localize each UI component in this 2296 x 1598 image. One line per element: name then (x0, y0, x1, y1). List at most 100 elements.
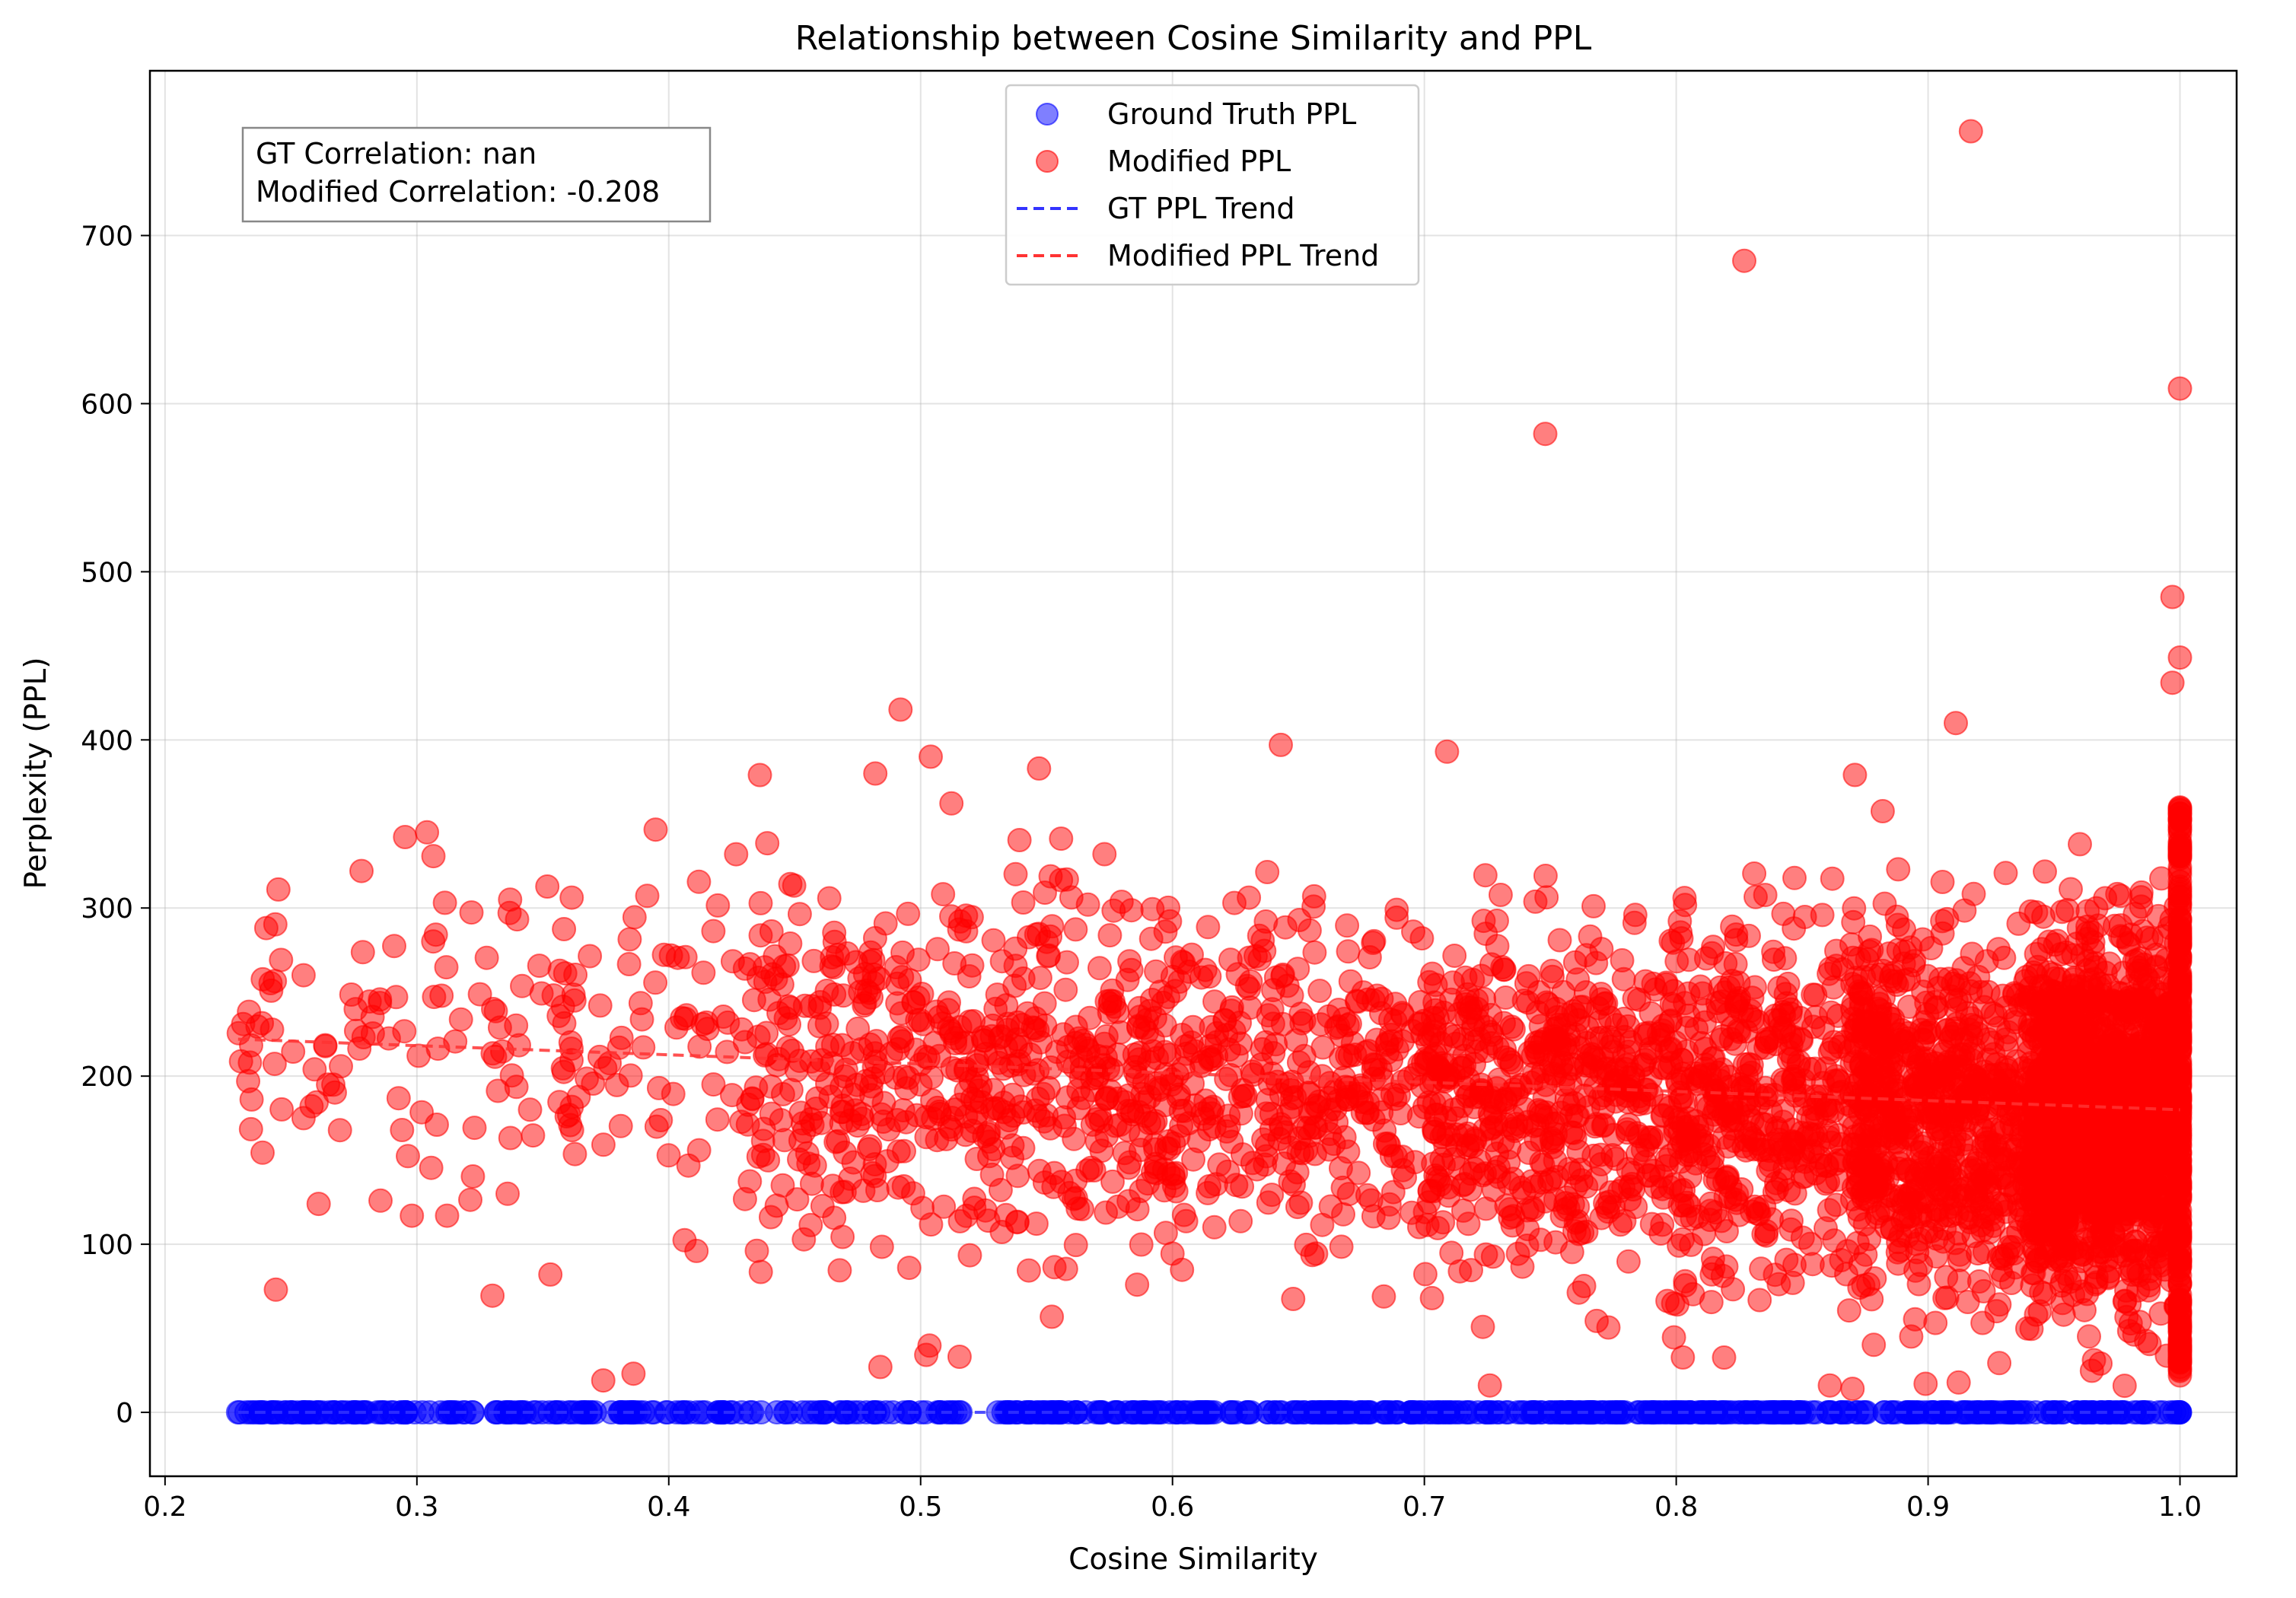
modified-ppl-point (1186, 1128, 1212, 1154)
modified-ppl-point (1852, 1022, 1877, 1047)
modified-ppl-point (1282, 1084, 1307, 1109)
modified-ppl-point (764, 1193, 789, 1218)
modified-ppl-point (1600, 1029, 1626, 1054)
modified-ppl-point (1393, 1165, 1418, 1190)
modified-ppl-point (1939, 984, 1963, 1009)
modified-ppl-point (2069, 1279, 2094, 1304)
modified-ppl-point (1028, 1030, 1053, 1055)
modified-ppl-point (2102, 991, 2127, 1016)
modified-ppl-point (1527, 980, 1552, 1004)
modified-ppl-point (981, 928, 1006, 953)
modified-ppl-point (1021, 1061, 1046, 1086)
modified-ppl-point (788, 1128, 813, 1153)
modified-ppl-point (618, 1063, 643, 1088)
modified-ppl-point (954, 1079, 979, 1104)
modified-ppl-point (1473, 1242, 1498, 1267)
modified-ppl-outlier (291, 1106, 316, 1131)
modified-ppl-point (1196, 915, 1221, 940)
modified-ppl-point (622, 905, 647, 930)
modified-ppl-point (2167, 1305, 2193, 1330)
modified-ppl-point (954, 903, 979, 928)
modified-ppl-point (1228, 1084, 1253, 1109)
modified-ppl-point (1485, 934, 1510, 959)
modified-ppl-point (1470, 1314, 1495, 1339)
modified-ppl-point (2167, 841, 2193, 866)
modified-ppl-outlier (435, 1203, 460, 1228)
modified-ppl-point (591, 1132, 616, 1157)
modified-ppl-point (1996, 1234, 2021, 1259)
modified-ppl-point (1125, 1065, 1150, 1090)
modified-ppl-outlier (236, 1068, 261, 1093)
modified-ppl-point (957, 1243, 982, 1268)
modified-ppl-point (1442, 944, 1467, 968)
modified-ppl-point (1355, 1183, 1380, 1208)
modified-ppl-point (1003, 861, 1028, 887)
modified-ppl-outlier (1840, 1377, 1865, 1402)
modified-ppl-point (1505, 1241, 1530, 1266)
modified-ppl-point (1041, 1174, 1066, 1199)
modified-ppl-point (1743, 884, 1768, 909)
modified-ppl-point (1291, 1008, 1317, 1033)
modified-ppl-point (913, 1044, 938, 1069)
modified-ppl-point (1699, 1290, 1724, 1315)
modified-ppl-outlier (263, 1277, 288, 1302)
modified-ppl-point (1902, 1179, 1927, 1204)
modified-ppl-point (2167, 1063, 2193, 1088)
modified-ppl-point (1932, 1148, 1957, 1173)
modified-ppl-point (906, 947, 931, 972)
modified-ppl-point (1908, 1202, 1933, 1227)
modified-ppl-point (973, 1042, 998, 1066)
modified-ppl-point (1723, 1187, 1748, 1212)
modified-ppl-point (1820, 1253, 1844, 1278)
modified-ppl-point (1588, 982, 1613, 1007)
modified-ppl-point (1240, 1062, 1266, 1087)
modified-ppl-point (769, 1108, 794, 1133)
modified-ppl-point (686, 1138, 712, 1163)
modified-ppl-point (1888, 1237, 1913, 1262)
modified-ppl-point (1425, 1054, 1451, 1079)
modified-ppl-point (1747, 1288, 1772, 1313)
modified-ppl-point (421, 929, 446, 954)
modified-ppl-point (1993, 861, 2018, 886)
modified-ppl-outlier (919, 744, 943, 769)
modified-ppl-point (792, 993, 817, 1018)
modified-ppl-point (1668, 920, 1693, 945)
modified-ppl-point (535, 874, 560, 899)
modified-ppl-outlier (231, 1011, 256, 1036)
modified-ppl-point (238, 1116, 263, 1141)
modified-ppl-point (1740, 985, 1765, 1011)
modified-ppl-point (1877, 1006, 1903, 1031)
modified-ppl-point (517, 1097, 543, 1122)
modified-ppl-point (1408, 990, 1433, 1014)
modified-ppl-point (347, 1036, 372, 1061)
modified-ppl-point (823, 1129, 849, 1154)
modified-ppl-point (2041, 1058, 2066, 1082)
modified-ppl-point (1153, 1221, 1178, 1246)
modified-ppl-point (2014, 985, 2039, 1010)
modified-ppl-point (1772, 1017, 1797, 1042)
modified-ppl-point (1425, 1215, 1451, 1240)
modified-ppl-point (1129, 1232, 1154, 1257)
modified-ppl-point (1436, 1175, 1461, 1200)
modified-ppl-point (1251, 1127, 1275, 1152)
modified-ppl-point (1063, 917, 1088, 942)
modified-ppl-point (1667, 1233, 1692, 1258)
modified-ppl-point (1237, 885, 1262, 910)
modified-ppl-point (1075, 892, 1100, 917)
modified-ppl-outlier (2167, 376, 2193, 401)
modified-ppl-point (1559, 1103, 1584, 1128)
modified-ppl-point (2167, 931, 2193, 957)
modified-ppl-point (1821, 1030, 1846, 1055)
modified-ppl-point (498, 1125, 523, 1151)
modified-ppl-point (1871, 985, 1896, 1010)
modified-ppl-point (869, 1234, 894, 1259)
modified-ppl-point (1575, 1062, 1600, 1087)
modified-ppl-point (744, 1238, 769, 1263)
modified-ppl-point (269, 947, 294, 972)
modified-ppl-point (989, 1023, 1014, 1049)
modified-ppl-point (1097, 992, 1123, 1016)
modified-ppl-point (1587, 1010, 1612, 1035)
modified-ppl-point (1995, 1086, 2021, 1111)
modified-ppl-outlier (1435, 739, 1460, 764)
modified-ppl-point (1972, 1240, 1997, 1265)
